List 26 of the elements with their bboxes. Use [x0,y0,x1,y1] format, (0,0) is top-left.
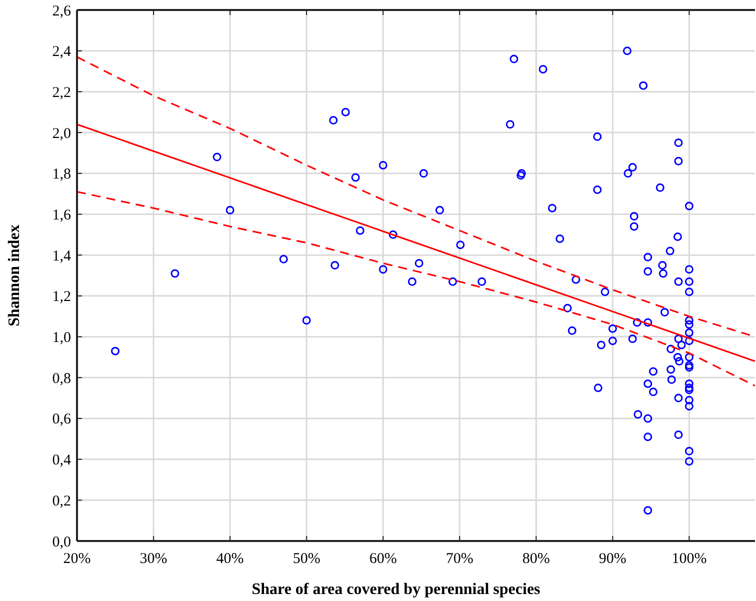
y-tick-label: 1,6 [52,207,72,224]
y-tick-label: 2,4 [52,44,72,60]
x-tick-label: 90% [598,551,626,567]
y-tick-label: 1,8 [52,166,71,183]
line-series [77,190,755,387]
y-tick-label: 1,2 [52,289,71,306]
y-tick-label: 0,0 [52,534,71,550]
y-tick-label: 0,2 [52,493,71,510]
x-tick-label: 40% [216,551,244,567]
y-tick-label: 2,6 [52,3,72,20]
x-tick-label: 30% [140,551,168,567]
y-tick-label: 2,0 [52,126,71,142]
x-tick-label: 80% [522,551,550,567]
x-tick-label: 70% [446,551,474,567]
x-tick-label: 50% [292,551,320,567]
x-tick-label: 60% [369,551,397,567]
x-axis-title: Share of area covered by perennial species [252,581,540,598]
x-tick-label: 100% [672,551,707,567]
x-tick-label: 20% [63,551,91,567]
y-tick-label: 0,8 [52,370,71,387]
y-axis-title: Shannon index [6,224,23,326]
y-tick-label: 0,4 [52,452,72,469]
y-tick-label: 0,6 [52,412,72,428]
y-tick-label: 2,2 [52,84,71,101]
y-tick-label: 1,4 [52,248,72,264]
y-tick-label: 1,0 [52,330,71,346]
